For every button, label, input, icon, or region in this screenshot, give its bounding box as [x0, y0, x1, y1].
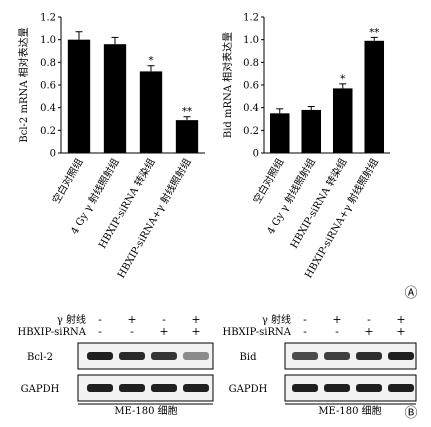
bar — [332, 88, 353, 153]
y-tick-label: 1.0 — [40, 35, 56, 46]
gamma-sign: - — [98, 313, 102, 326]
blot-band — [119, 384, 145, 392]
x-tick-label: HBXIP-siRNA+γ 射线照射组 — [114, 156, 193, 280]
y-tick-label: 0 — [50, 149, 56, 160]
y-tick-label: 0.4 — [243, 103, 259, 114]
y-tick-label: 0.6 — [40, 81, 56, 92]
panel-b-label: Ⓑ — [404, 406, 417, 421]
sirna-sign: - — [303, 325, 307, 338]
blot-band — [388, 352, 414, 360]
significance-label: ** — [369, 27, 379, 38]
bar — [364, 40, 385, 153]
x-tick-label: HBXIP-siRNA 转染组 — [287, 156, 349, 251]
gamma-sign: + — [191, 313, 200, 326]
blot-band — [324, 384, 350, 392]
significance-label: * — [340, 74, 345, 85]
cell-line-label: ME-180 细胞 — [318, 404, 381, 417]
y-axis-label: Bid mRNA 相对表达量 — [221, 32, 234, 138]
gamma-sign: - — [367, 313, 371, 326]
significance-label: ** — [182, 107, 192, 118]
blot-band — [292, 352, 318, 360]
y-tick-label: 0.8 — [243, 58, 259, 69]
sirna-sign: + — [364, 325, 373, 338]
cell-line-label: ME-180 细胞 — [114, 404, 177, 417]
blot-band — [151, 352, 177, 360]
gamma-ray-label: γ 射线 — [262, 313, 291, 326]
sirna-sign: - — [335, 325, 339, 338]
y-tick-label: 0.6 — [243, 81, 259, 92]
sirna-sign: + — [191, 325, 200, 338]
blot-band — [324, 352, 350, 360]
bar — [67, 39, 91, 153]
blot-band — [356, 384, 382, 392]
blot-band — [183, 384, 209, 392]
gamma-sign: + — [127, 313, 136, 326]
sirna-sign: + — [159, 325, 168, 338]
y-tick-label: 0.4 — [40, 103, 56, 114]
x-tick-label: 空白对照组 — [250, 156, 286, 206]
y-tick-label: 1.2 — [40, 13, 56, 24]
bar — [175, 120, 199, 153]
x-tick-label: 空白对照组 — [49, 156, 85, 206]
blot-band — [151, 384, 177, 392]
blot-row-label: Bcl-2 — [27, 352, 53, 363]
y-axis-label: Bcl-2 mRNA 相对表达量 — [17, 27, 30, 142]
gamma-sign: - — [162, 313, 166, 326]
bar — [139, 71, 163, 153]
bar — [301, 109, 322, 153]
significance-label: * — [149, 56, 154, 67]
sirna-label: HBXIP-siRNA — [17, 327, 86, 338]
gamma-sign: + — [332, 313, 341, 326]
blot-band — [292, 384, 318, 392]
y-tick-label: 1.2 — [243, 13, 259, 24]
gamma-sign: - — [303, 313, 307, 326]
blot-row-label: Bid — [240, 352, 258, 363]
sirna-label: HBXIP-siRNA — [222, 327, 291, 338]
blot-band — [183, 352, 209, 360]
sirna-sign: + — [396, 325, 405, 338]
panel-a-label: Ⓐ — [404, 286, 417, 301]
blot-band — [87, 352, 113, 360]
y-tick-label: 0.8 — [40, 58, 56, 69]
blot-band — [388, 384, 414, 392]
blot-row-label: GAPDH — [229, 384, 268, 395]
sirna-sign: - — [130, 325, 134, 338]
blot-band — [356, 352, 382, 360]
bar — [269, 113, 290, 153]
sirna-sign: - — [98, 325, 102, 338]
y-tick-label: 0.2 — [40, 126, 56, 137]
y-tick-label: 0.2 — [243, 126, 259, 137]
y-tick-label: 1.0 — [243, 35, 259, 46]
bar — [103, 44, 127, 154]
gamma-ray-label: γ 射线 — [57, 313, 86, 326]
blot-band — [87, 384, 113, 392]
bcl2-bar-chart: 0 0.2 0.4 0.6 0.8 1.0 1.2 Bcl-2 mRNA 相对表达量空白对照组… — [17, 13, 205, 280]
gamma-sign: + — [396, 313, 405, 326]
y-tick-label: 0 — [253, 149, 259, 160]
blot-row-label: GAPDH — [21, 384, 60, 395]
blot-band — [119, 352, 145, 360]
